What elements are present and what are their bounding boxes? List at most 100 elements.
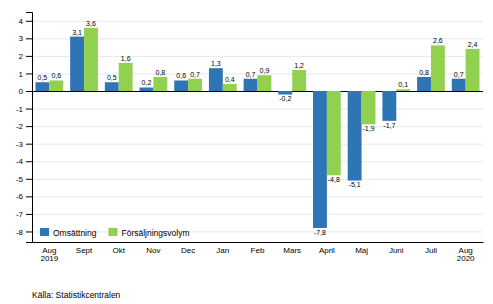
bar — [209, 68, 223, 91]
bar — [35, 82, 49, 91]
grid-line — [32, 196, 483, 197]
grid-line — [32, 144, 483, 145]
data-label: 0,2 — [142, 79, 152, 86]
x-tick: Mars — [283, 246, 301, 255]
legend-label: Omsättning — [53, 228, 97, 238]
y-tick-label: 3 — [19, 34, 24, 43]
y-tick: -3 — [16, 140, 32, 149]
y-tick-mark — [26, 91, 32, 92]
x-tick-label: Feb — [251, 246, 265, 255]
data-label: 1,2 — [294, 62, 304, 69]
y-tick-mark — [26, 56, 32, 57]
grid-line — [32, 56, 483, 57]
grid-tick — [32, 196, 483, 197]
x-tick: Juni — [389, 246, 404, 255]
x-tick: Nov — [146, 246, 160, 255]
x-tick: Maj — [355, 246, 368, 255]
grid-line — [32, 161, 483, 162]
grid-line — [32, 109, 483, 110]
data-label: 0,7 — [190, 71, 200, 78]
data-label: 0,9 — [260, 67, 270, 74]
bar — [431, 45, 445, 91]
x-tick: Dec — [181, 246, 195, 255]
grid-tick — [32, 214, 483, 215]
y-tick-label: -6 — [16, 192, 24, 201]
grid-tick — [32, 56, 483, 57]
x-tick-label: Nov — [146, 246, 160, 255]
y-tick-label: -3 — [16, 140, 24, 149]
bar — [313, 91, 327, 228]
y-tick: 4 — [19, 17, 32, 26]
bar — [396, 89, 410, 91]
grid-tick — [32, 73, 483, 74]
x-tick-label: Juni — [389, 246, 404, 255]
y-tick-label: -2 — [16, 122, 24, 131]
grid-tick — [32, 144, 483, 145]
grid-line — [32, 21, 483, 22]
y-tick-label: 1 — [19, 70, 24, 79]
data-label: -4,8 — [328, 176, 340, 183]
bar — [244, 79, 258, 91]
grid-line — [32, 38, 483, 39]
y-tick: -7 — [16, 210, 32, 219]
legend: OmsättningFörsäljningsvolym — [40, 228, 190, 238]
x-tick-label: Aug2020 — [457, 246, 475, 264]
y-tick-mark — [26, 196, 32, 197]
bar — [382, 91, 396, 121]
bar — [119, 63, 133, 91]
y-tick-mark — [26, 126, 32, 127]
bar — [348, 91, 362, 181]
x-tick: Aug2020 — [457, 246, 475, 264]
bar — [292, 70, 306, 91]
grid-tick — [32, 109, 483, 110]
x-axis: Aug2019SeptOktNovDecJanFebMarsAprilMajJu… — [33, 243, 484, 264]
bar — [452, 79, 466, 91]
bar — [70, 37, 84, 91]
grid-tick — [32, 38, 483, 39]
data-label: 0,1 — [398, 81, 408, 88]
data-label: 3,6 — [86, 20, 96, 27]
legend-swatch — [40, 228, 49, 236]
data-label: -5,1 — [349, 181, 361, 188]
bar-series — [49, 28, 479, 175]
grid-line — [32, 73, 483, 74]
y-tick-label: -5 — [16, 175, 24, 184]
y-tick-label: -4 — [16, 157, 24, 166]
x-tick-label: Mars — [283, 246, 301, 255]
x-tick-label: Aug2019 — [40, 246, 58, 264]
x-tick: Feb — [251, 246, 265, 255]
grid-line — [32, 214, 483, 215]
y-tick: -4 — [16, 157, 32, 166]
x-tick-label: Jan — [216, 246, 229, 255]
y-tick: 3 — [19, 34, 32, 43]
x-tick-label: Sept — [76, 246, 93, 255]
y-tick: 2 — [19, 52, 32, 61]
data-label: 0,5 — [107, 74, 117, 81]
y-tick: -2 — [16, 122, 32, 131]
data-label: -1,9 — [362, 125, 374, 132]
data-label: 0,4 — [225, 76, 235, 83]
legend-swatch — [108, 228, 117, 236]
x-axis-line — [33, 242, 484, 243]
bar — [105, 82, 119, 91]
bar — [223, 84, 237, 91]
data-label: 0,5 — [38, 74, 48, 81]
data-label: 1,6 — [121, 55, 131, 62]
grid-line — [32, 231, 483, 232]
bar — [362, 91, 376, 124]
bar — [153, 77, 167, 91]
y-tick-mark — [26, 179, 32, 180]
x-tick-label: Dec — [181, 246, 195, 255]
grid-tick — [32, 161, 483, 162]
grid-tick — [32, 126, 483, 127]
bar — [466, 49, 480, 91]
x-tick: Sept — [76, 246, 93, 255]
y-tick: -6 — [16, 192, 32, 201]
data-label: -7,8 — [314, 229, 326, 236]
y-tick-mark — [26, 109, 32, 110]
y-tick: -5 — [16, 175, 32, 184]
x-tick-label: Maj — [355, 246, 368, 255]
grid — [32, 21, 483, 232]
data-label: 0,7 — [454, 71, 464, 78]
y-tick-label: 0 — [19, 87, 24, 96]
